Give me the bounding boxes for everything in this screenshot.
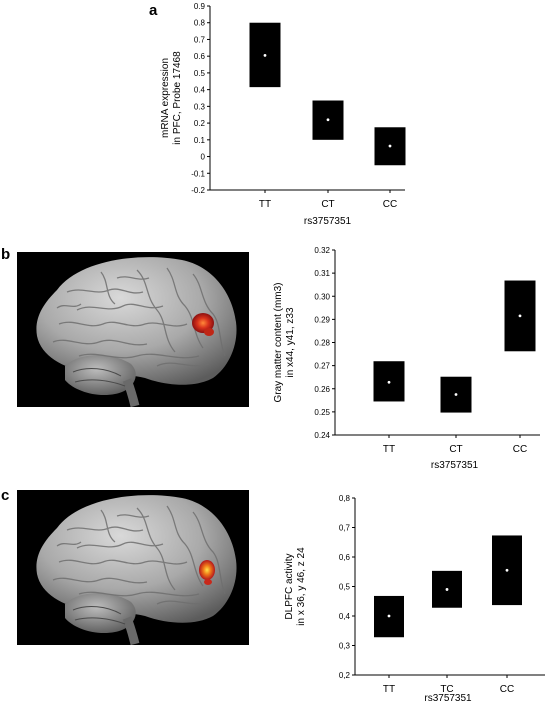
chart-c-ytick-label: 0,4: [339, 612, 351, 621]
chart-c: 0,8 0,7 0,6 0,5 0,4 0,3 0,2 TT TC CC rs3757351 DLPF…: [284, 494, 545, 704]
panel-letter-a: a: [149, 2, 158, 19]
chart-c-ytick-label: 0,8: [339, 494, 351, 503]
chart-c-ytick-label: 0,7: [339, 524, 351, 533]
chart-a-y-title-line: in PFC, Probe 17468: [172, 51, 183, 145]
chart-c-y-title-line: in x 36, y 46, z 24: [296, 547, 307, 626]
chart-a-ytick-label: 0.3: [194, 102, 206, 111]
chart-a-ytick-label: -0.2: [191, 186, 205, 195]
chart-a-ytick-label: 0.7: [194, 35, 206, 44]
chart-b-ytick-label: 0.29: [314, 315, 330, 324]
chart-a-ytick-label: -0.1: [191, 169, 205, 178]
chart-c-category-label: TC: [440, 684, 453, 695]
chart-a-mean-dot: [326, 118, 330, 122]
chart-b-y-title: Gray matter content (mm3)in x44, y41, z3…: [273, 282, 296, 402]
brain-image-b: [17, 252, 249, 408]
chart-b-ytick-label: 0.28: [314, 339, 330, 348]
chart-b-y-title-line: in x44, y41, z33: [285, 307, 296, 377]
chart-b: 0.32 0.31 0.30 0.29 0.28 0.27 0.26 0.25 0.24 TT CT…: [273, 246, 540, 471]
brain-image-c: [17, 490, 249, 646]
chart-b-mean-dot: [387, 380, 391, 384]
chart-c-x-title: rs3757351: [424, 693, 472, 704]
chart-c-mean-dot: [445, 588, 449, 591]
chart-b-ytick-label: 0.32: [314, 246, 330, 255]
chart-a-ytick-label: 0: [201, 153, 206, 162]
panel-letter-b: b: [1, 246, 10, 263]
chart-b-ytick-label: 0.27: [314, 362, 330, 371]
chart-a-ytick-label: 0.6: [194, 52, 206, 61]
chart-c-category-label: TT: [383, 684, 395, 695]
chart-b-ytick-label: 0.25: [314, 408, 330, 417]
chart-c-ytick-label: 0,5: [339, 583, 351, 592]
chart-a-ytick-label: 0.8: [194, 19, 206, 28]
chart-b-y-title-line: Gray matter content (mm3): [273, 282, 284, 402]
chart-b-mean-dot: [454, 393, 458, 396]
chart-a-ytick-label: 0.9: [194, 2, 206, 11]
chart-a-x-title: rs3757351: [304, 216, 352, 227]
chart-a-ytick-label: 0.5: [194, 69, 206, 78]
chart-a: 0.9 0.8 0.7 0.6 0.5 0.4 0.3 0.2 0.1 0 -0.1 -0.2 TT CT…: [160, 2, 406, 227]
chart-b-category-label: TT: [383, 444, 395, 455]
chart-c-mean-dot: [505, 568, 509, 572]
chart-a-y-title: mRNA expressionin PFC, Probe 17468: [160, 51, 183, 145]
chart-a-mean-dot: [388, 144, 392, 148]
chart-c-ytick-label: 0,6: [339, 553, 351, 562]
chart-a-category-label: CT: [321, 199, 334, 210]
chart-a-category-label: TT: [259, 199, 271, 210]
chart-a-mean-dot: [263, 53, 267, 57]
chart-a-y-title-line: mRNA expression: [160, 58, 171, 138]
panel-letter-c: c: [1, 487, 9, 504]
chart-b-ytick-label: 0.24: [314, 431, 330, 440]
chart-b-ytick-label: 0.30: [314, 292, 330, 301]
chart-b-category-label: CT: [449, 444, 462, 455]
chart-a-ytick-label: 0.2: [194, 119, 206, 128]
chart-a-ytick-label: 0.4: [194, 86, 206, 95]
chart-c-category-label: CC: [500, 684, 514, 695]
chart-b-ytick-label: 0.31: [314, 269, 330, 278]
chart-b-x-title: rs3757351: [431, 460, 479, 471]
chart-c-mean-dot: [387, 614, 391, 618]
chart-c-ytick-label: 0,3: [339, 642, 351, 651]
chart-c-y-title: DLPFC activityin x 36, y 46, z 24: [284, 547, 307, 626]
chart-a-category-label: CC: [383, 199, 397, 210]
chart-a-ytick-label: 0.1: [194, 136, 206, 145]
chart-b-ytick-label: 0.26: [314, 385, 330, 394]
chart-c-y-title-line: DLPFC activity: [284, 553, 295, 619]
chart-b-mean-dot: [518, 314, 522, 318]
chart-c-ytick-label: 0,2: [339, 671, 351, 680]
chart-b-category-label: CC: [513, 444, 527, 455]
